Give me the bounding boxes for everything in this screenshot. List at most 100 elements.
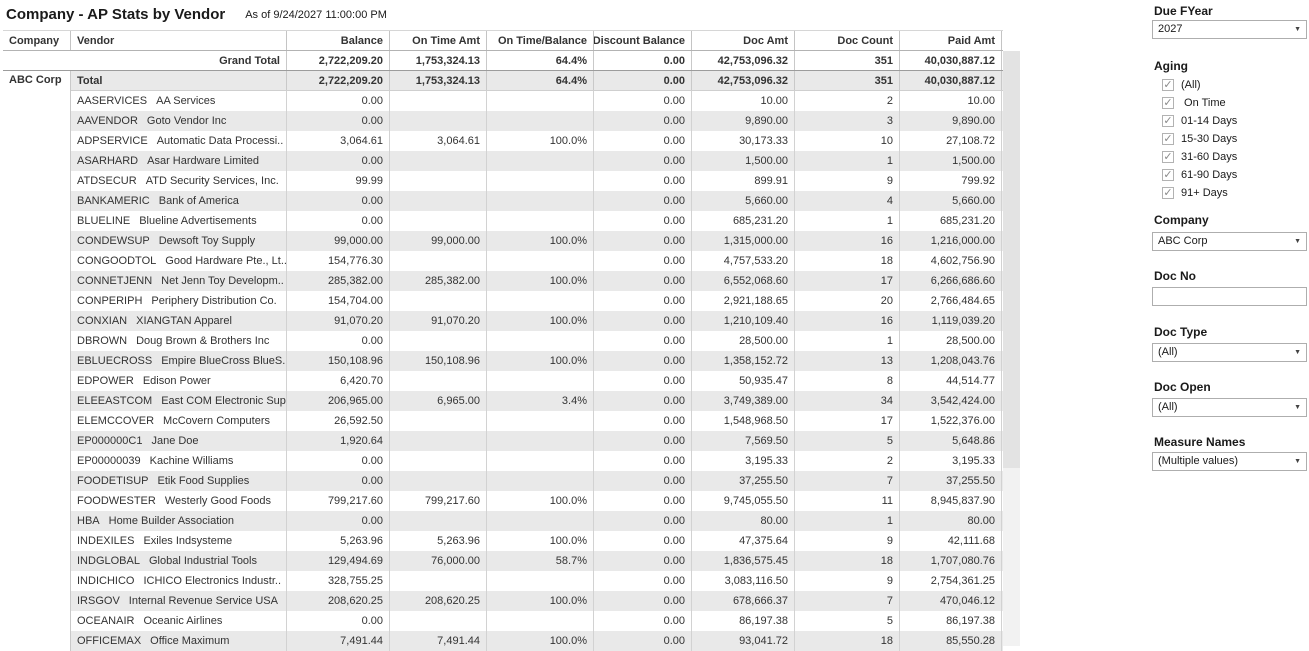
on-time-balance-cell[interactable]	[487, 611, 594, 631]
doc-amt-cell[interactable]: 3,195.33	[692, 451, 795, 471]
balance-cell[interactable]: 6,420.70	[287, 371, 390, 391]
paid-amt-cell[interactable]: 6,266,686.60	[900, 271, 1002, 291]
vendor-cell[interactable]: CONDEWSUP Dewsoft Toy Supply	[71, 231, 287, 251]
doc-amt-cell[interactable]: 10.00	[692, 91, 795, 111]
table-row[interactable]: ATDSECUR ATD Security Services, Inc. 99.9…	[71, 171, 1003, 191]
discount-balance-cell[interactable]: 0.00	[594, 331, 692, 351]
doc-open-dropdown[interactable]: (All) ▼	[1152, 398, 1307, 417]
vendor-cell[interactable]: ADPSERVICE Automatic Data Processi..	[71, 131, 287, 151]
doc-amt-cell[interactable]: 93,041.72	[692, 631, 795, 651]
on-time-balance-cell[interactable]: 100.0%	[487, 531, 594, 551]
table-row[interactable]: INDGLOBAL Global Industrial Tools 129,494…	[71, 551, 1003, 571]
balance-cell[interactable]: 5,263.96	[287, 531, 390, 551]
doc-count-cell[interactable]: 9	[795, 531, 900, 551]
paid-amt-cell[interactable]: 42,111.68	[900, 531, 1002, 551]
table-row[interactable]: ASARHARD Asar Hardware Limited 0.00 0.00 …	[71, 151, 1003, 171]
discount-balance-cell[interactable]: 0.00	[594, 531, 692, 551]
doc-count-cell[interactable]: 7	[795, 471, 900, 491]
doc-count-cell[interactable]: 5	[795, 431, 900, 451]
company-total-discount-balance[interactable]: 0.00	[594, 71, 692, 90]
doc-count-cell[interactable]: 3	[795, 111, 900, 131]
grand-total-doc-count[interactable]: 351	[795, 51, 900, 70]
paid-amt-cell[interactable]: 3,542,424.00	[900, 391, 1002, 411]
table-row[interactable]: BLUELINE Blueline Advertisements 0.00 0.0…	[71, 211, 1003, 231]
on-time-balance-cell[interactable]	[487, 511, 594, 531]
paid-amt-cell[interactable]: 1,119,039.20	[900, 311, 1002, 331]
on-time-amt-cell[interactable]	[390, 431, 487, 451]
table-row[interactable]: CONGOODTOL Good Hardware Pte., Lt.. 154,7…	[71, 251, 1003, 271]
paid-amt-cell[interactable]: 5,660.00	[900, 191, 1002, 211]
balance-cell[interactable]: 0.00	[287, 611, 390, 631]
doc-count-cell[interactable]: 1	[795, 331, 900, 351]
discount-balance-cell[interactable]: 0.00	[594, 611, 692, 631]
paid-amt-cell[interactable]: 10.00	[900, 91, 1002, 111]
discount-balance-cell[interactable]: 0.00	[594, 311, 692, 331]
vendor-cell[interactable]: ASARHARD Asar Hardware Limited	[71, 151, 287, 171]
table-row[interactable]: BANKAMERIC Bank of America 0.00 0.00 5,66…	[71, 191, 1003, 211]
table-row[interactable]: INDICHICO ICHICO Electronics Industr.. 32…	[71, 571, 1003, 591]
paid-amt-cell[interactable]: 1,216,000.00	[900, 231, 1002, 251]
aging-checkbox-item[interactable]: ✓ 91+ Days	[1162, 184, 1237, 202]
on-time-amt-cell[interactable]	[390, 91, 487, 111]
on-time-amt-cell[interactable]: 7,491.44	[390, 631, 487, 651]
balance-cell[interactable]: 328,755.25	[287, 571, 390, 591]
discount-balance-cell[interactable]: 0.00	[594, 251, 692, 271]
vendor-cell[interactable]: CONPERIPH Periphery Distribution Co.	[71, 291, 287, 311]
paid-amt-cell[interactable]: 799.92	[900, 171, 1002, 191]
on-time-amt-cell[interactable]	[390, 571, 487, 591]
discount-balance-cell[interactable]: 0.00	[594, 491, 692, 511]
on-time-balance-cell[interactable]	[487, 151, 594, 171]
discount-balance-cell[interactable]: 0.00	[594, 591, 692, 611]
column-header-doc-amt[interactable]: Doc Amt	[692, 31, 795, 50]
paid-amt-cell[interactable]: 1,707,080.76	[900, 551, 1002, 571]
doc-type-dropdown[interactable]: (All) ▼	[1152, 343, 1307, 362]
doc-amt-cell[interactable]: 2,921,188.65	[692, 291, 795, 311]
doc-count-cell[interactable]: 2	[795, 91, 900, 111]
paid-amt-cell[interactable]: 3,195.33	[900, 451, 1002, 471]
balance-cell[interactable]: 99,000.00	[287, 231, 390, 251]
company-filter-dropdown[interactable]: ABC Corp ▼	[1152, 232, 1307, 251]
column-header-company[interactable]: Company	[3, 31, 71, 50]
doc-count-cell[interactable]: 11	[795, 491, 900, 511]
table-row[interactable]: CONXIAN XIANGTAN Apparel 91,070.20 91,070…	[71, 311, 1003, 331]
grand-total-on-time-pct[interactable]: 64.4%	[487, 51, 594, 70]
on-time-amt-cell[interactable]: 76,000.00	[390, 551, 487, 571]
on-time-amt-cell[interactable]: 6,965.00	[390, 391, 487, 411]
discount-balance-cell[interactable]: 0.00	[594, 131, 692, 151]
on-time-balance-cell[interactable]	[487, 431, 594, 451]
discount-balance-cell[interactable]: 0.00	[594, 631, 692, 651]
on-time-amt-cell[interactable]	[390, 111, 487, 131]
paid-amt-cell[interactable]: 9,890.00	[900, 111, 1002, 131]
doc-amt-cell[interactable]: 3,083,116.50	[692, 571, 795, 591]
table-scrollbar-thumb[interactable]	[1003, 51, 1020, 468]
vendor-cell[interactable]: FOODWESTER Westerly Good Foods	[71, 491, 287, 511]
column-header-on-time-balance[interactable]: On Time/Balance	[487, 31, 594, 50]
paid-amt-cell[interactable]: 685,231.20	[900, 211, 1002, 231]
vendor-cell[interactable]: BANKAMERIC Bank of America	[71, 191, 287, 211]
aging-checkbox-item[interactable]: ✓ 61-90 Days	[1162, 166, 1237, 184]
vendor-cell[interactable]: OCEANAIR Oceanic Airlines	[71, 611, 287, 631]
doc-amt-cell[interactable]: 9,745,055.50	[692, 491, 795, 511]
discount-balance-cell[interactable]: 0.00	[594, 231, 692, 251]
vendor-cell[interactable]: FOODETISUP Etik Food Supplies	[71, 471, 287, 491]
doc-count-cell[interactable]: 2	[795, 451, 900, 471]
paid-amt-cell[interactable]: 1,208,043.76	[900, 351, 1002, 371]
doc-amt-cell[interactable]: 6,552,068.60	[692, 271, 795, 291]
company-total-doc-count[interactable]: 351	[795, 71, 900, 90]
doc-amt-cell[interactable]: 1,358,152.72	[692, 351, 795, 371]
discount-balance-cell[interactable]: 0.00	[594, 211, 692, 231]
discount-balance-cell[interactable]: 0.00	[594, 171, 692, 191]
doc-amt-cell[interactable]: 7,569.50	[692, 431, 795, 451]
on-time-amt-cell[interactable]	[390, 611, 487, 631]
paid-amt-cell[interactable]: 2,766,484.65	[900, 291, 1002, 311]
vendor-cell[interactable]: EP00000039 Kachine Williams	[71, 451, 287, 471]
discount-balance-cell[interactable]: 0.00	[594, 191, 692, 211]
doc-count-cell[interactable]: 5	[795, 611, 900, 631]
vendor-cell[interactable]: ELEMCCOVER McCovern Computers	[71, 411, 287, 431]
on-time-balance-cell[interactable]	[487, 191, 594, 211]
doc-count-cell[interactable]: 10	[795, 131, 900, 151]
on-time-amt-cell[interactable]	[390, 331, 487, 351]
balance-cell[interactable]: 206,965.00	[287, 391, 390, 411]
on-time-amt-cell[interactable]	[390, 191, 487, 211]
on-time-amt-cell[interactable]	[390, 371, 487, 391]
